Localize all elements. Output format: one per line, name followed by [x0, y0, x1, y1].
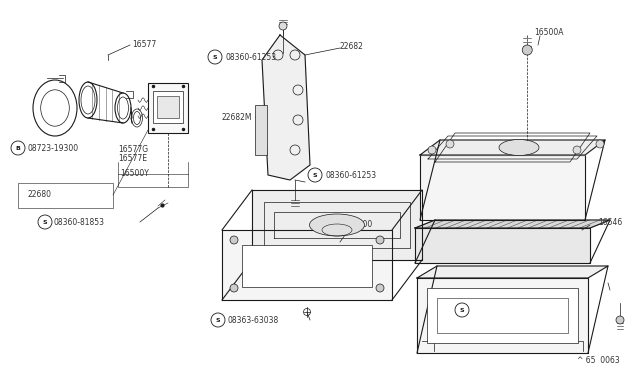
Text: 08360-61253: 08360-61253: [225, 53, 276, 62]
Text: 16577G: 16577G: [118, 145, 148, 154]
Polygon shape: [252, 190, 422, 260]
Bar: [242, 245, 372, 287]
Polygon shape: [222, 230, 392, 300]
Polygon shape: [420, 155, 585, 220]
Circle shape: [376, 284, 384, 292]
Bar: [157, 96, 179, 118]
Polygon shape: [262, 35, 310, 180]
Circle shape: [616, 316, 624, 324]
Circle shape: [376, 236, 384, 244]
Polygon shape: [417, 278, 588, 353]
Ellipse shape: [310, 214, 365, 236]
Text: 08723-19300: 08723-19300: [27, 144, 78, 153]
Text: 16577E: 16577E: [118, 154, 147, 163]
Text: 16500Y: 16500Y: [120, 169, 149, 178]
Text: S: S: [43, 219, 47, 224]
Bar: [18, 183, 113, 208]
Circle shape: [279, 22, 287, 30]
Text: 16500: 16500: [348, 220, 372, 229]
Text: ^ 65  0063: ^ 65 0063: [577, 356, 620, 365]
Text: 22680: 22680: [28, 190, 52, 199]
Circle shape: [446, 140, 454, 148]
Text: 16500A: 16500A: [534, 28, 563, 37]
Text: B: B: [15, 145, 20, 151]
Circle shape: [522, 45, 532, 55]
Polygon shape: [420, 140, 605, 155]
Text: 22682: 22682: [340, 42, 364, 51]
Bar: [153, 91, 183, 123]
Circle shape: [230, 284, 238, 292]
Text: 08363-63038: 08363-63038: [227, 316, 278, 325]
Text: S: S: [460, 308, 464, 312]
Circle shape: [428, 146, 436, 154]
Text: 22682M: 22682M: [222, 113, 253, 122]
Bar: [437, 298, 568, 333]
Text: S: S: [216, 317, 220, 323]
Circle shape: [573, 146, 581, 154]
Text: S: S: [313, 173, 317, 177]
Text: S: S: [212, 55, 218, 60]
Text: 08360-61253: 08360-61253: [325, 171, 376, 180]
Polygon shape: [415, 220, 610, 228]
Text: 16577: 16577: [132, 40, 156, 49]
Text: 08360-81853: 08360-81853: [54, 218, 105, 227]
Bar: [255, 105, 267, 155]
Bar: [427, 288, 578, 343]
Circle shape: [596, 140, 604, 148]
Polygon shape: [415, 228, 590, 263]
Circle shape: [230, 236, 238, 244]
Ellipse shape: [499, 140, 539, 155]
Text: 08310-51614: 08310-51614: [471, 306, 522, 315]
Bar: [148, 83, 188, 133]
Polygon shape: [417, 266, 608, 278]
Text: 16546: 16546: [598, 218, 622, 227]
